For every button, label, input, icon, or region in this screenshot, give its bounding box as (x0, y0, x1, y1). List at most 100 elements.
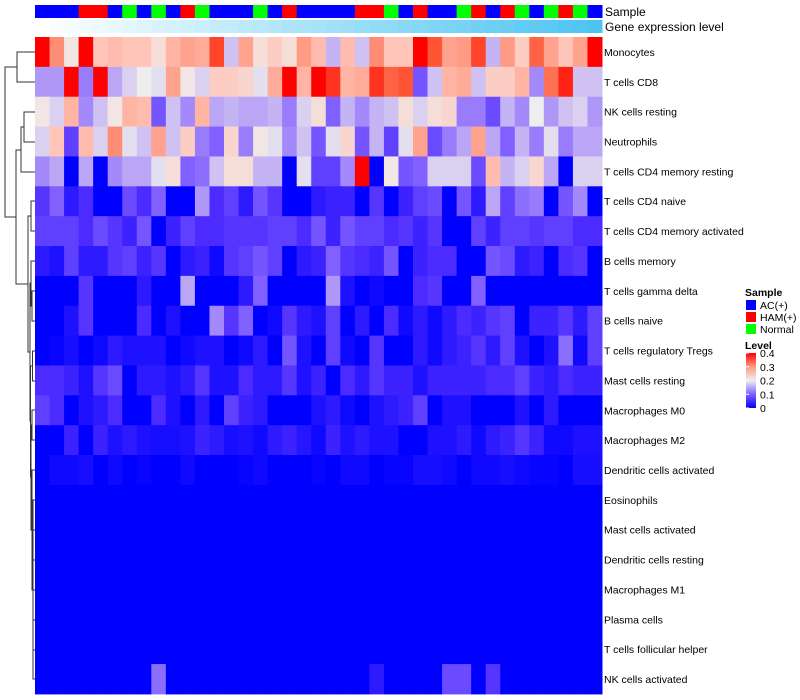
heatmap-cell (442, 425, 458, 456)
heatmap-cell (194, 305, 210, 337)
heatmap-cell (296, 664, 312, 695)
heatmap-cell (340, 96, 356, 128)
heatmap-cell (64, 365, 80, 396)
heatmap-cell (558, 335, 574, 366)
heatmap-cell (122, 514, 138, 546)
heatmap-cell (587, 275, 603, 307)
heatmap-cell (296, 126, 312, 157)
heatmap-cell (122, 335, 138, 366)
heatmap-cell (267, 305, 283, 337)
heatmap-cell (442, 395, 458, 426)
heatmap-cell (78, 156, 94, 187)
heatmap-cell (413, 126, 429, 157)
gene-expression-cell (340, 20, 356, 33)
heatmap-cell (529, 484, 545, 516)
heatmap-cell (529, 574, 545, 605)
heatmap-cell (93, 186, 109, 217)
heatmap-cell (485, 96, 501, 128)
heatmap-cell (107, 604, 123, 635)
heatmap-cell (383, 425, 399, 456)
heatmap-cell (427, 455, 443, 486)
heatmap-cell (442, 335, 458, 366)
heatmap-cell (398, 514, 414, 546)
heatmap-cell (151, 126, 167, 157)
heatmap-cell (485, 634, 501, 665)
heatmap-cell (224, 484, 240, 516)
heatmap-cell (456, 66, 472, 98)
heatmap-cell (427, 335, 443, 366)
heatmap-cell (543, 66, 559, 98)
heatmap-cell (165, 37, 181, 68)
heatmap-cell (282, 66, 298, 98)
row-label: T cells CD8 (604, 77, 658, 89)
heatmap-cell (442, 96, 458, 128)
heatmap-cell (383, 96, 399, 128)
heatmap-cell (209, 246, 225, 277)
heatmap-cell (93, 514, 109, 546)
heatmap-cell (558, 664, 574, 695)
heatmap-cell (267, 246, 283, 277)
heatmap-cell (383, 216, 399, 247)
heatmap-cell (136, 246, 152, 277)
heatmap-cell (543, 335, 559, 366)
heatmap-cell (558, 514, 574, 546)
heatmap-cell (427, 574, 443, 605)
heatmap-cell (282, 216, 298, 247)
heatmap-cell (180, 455, 196, 486)
heatmap-cell (136, 66, 152, 98)
heatmap-cell (93, 395, 109, 426)
heatmap-cell (383, 275, 399, 307)
heatmap-cell (78, 604, 94, 635)
heatmap-cell (209, 156, 225, 187)
heatmap-cell (194, 634, 210, 665)
heatmap-cell (136, 664, 152, 695)
gene-expression-cell (456, 20, 472, 33)
heatmap-cell (93, 455, 109, 486)
heatmap-cell (253, 275, 269, 307)
heatmap-cell (558, 544, 574, 575)
heatmap-cell (165, 425, 181, 456)
heatmap-cell (529, 126, 545, 157)
heatmap-cell (529, 305, 545, 337)
heatmap-cell (500, 484, 516, 516)
heatmap-cell (35, 335, 51, 366)
heatmap-cell (122, 66, 138, 98)
heatmap-cell (442, 37, 458, 68)
heatmap-cell (136, 604, 152, 635)
sample-cell (340, 5, 356, 18)
heatmap-cell (442, 246, 458, 277)
heatmap-cell (383, 544, 399, 575)
sample-cell (180, 5, 196, 18)
heatmap-cell (238, 604, 254, 635)
heatmap-cell (485, 126, 501, 157)
heatmap-cell (35, 96, 51, 128)
heatmap-cell (543, 126, 559, 157)
heatmap-cell (311, 156, 327, 187)
heatmap-cell (558, 604, 574, 635)
heatmap-cell (354, 514, 370, 546)
heatmap-cell (543, 305, 559, 337)
heatmap-cell (354, 186, 370, 217)
heatmap-cell (543, 216, 559, 247)
heatmap-cell (238, 514, 254, 546)
heatmap-cell (529, 186, 545, 217)
heatmap-cell (93, 96, 109, 128)
heatmap-cell (238, 574, 254, 605)
heatmap-cell (224, 574, 240, 605)
heatmap-cell (529, 544, 545, 575)
heatmap-cell (354, 574, 370, 605)
heatmap-cell (282, 664, 298, 695)
heatmap-cell (572, 275, 588, 307)
heatmap-cell (165, 484, 181, 516)
heatmap-cell (500, 216, 516, 247)
heatmap-cell (340, 186, 356, 217)
heatmap-cell (572, 574, 588, 605)
heatmap-cell (514, 335, 530, 366)
heatmap-cell (107, 335, 123, 366)
legend: Sample AC(+)HAM(+)Normal Level 0.4 0.3 0.2… (745, 287, 796, 415)
heatmap-cell (543, 156, 559, 187)
heatmap-cell (136, 455, 152, 486)
heatmap-cell (442, 216, 458, 247)
heatmap-cell (413, 246, 429, 277)
heatmap-cell (267, 664, 283, 695)
